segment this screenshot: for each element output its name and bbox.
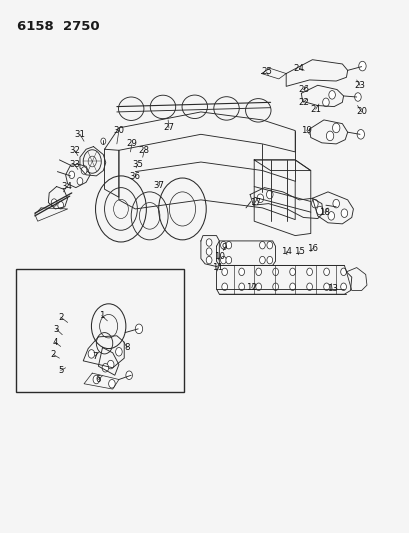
Circle shape	[311, 199, 317, 208]
Text: 22: 22	[297, 98, 308, 107]
Circle shape	[356, 130, 364, 139]
Circle shape	[206, 248, 211, 255]
Text: 12: 12	[246, 284, 256, 292]
Text: 5: 5	[58, 366, 63, 375]
Circle shape	[256, 194, 263, 203]
Circle shape	[115, 348, 122, 356]
Text: 34: 34	[61, 182, 72, 191]
Circle shape	[332, 123, 339, 133]
Circle shape	[220, 241, 226, 249]
Text: 3: 3	[54, 325, 59, 334]
Circle shape	[272, 283, 278, 290]
Circle shape	[88, 350, 94, 358]
Text: 2: 2	[58, 313, 63, 321]
Text: 4: 4	[52, 338, 58, 346]
Circle shape	[340, 209, 347, 217]
Text: 28: 28	[139, 146, 149, 155]
Circle shape	[322, 98, 328, 107]
Text: 32: 32	[69, 146, 80, 155]
Text: 16: 16	[306, 244, 317, 253]
Circle shape	[255, 283, 261, 290]
Circle shape	[266, 256, 272, 264]
Circle shape	[81, 167, 87, 174]
Text: 8: 8	[124, 343, 130, 352]
Circle shape	[126, 371, 132, 379]
Circle shape	[51, 199, 57, 206]
Circle shape	[225, 256, 231, 264]
Circle shape	[259, 256, 265, 264]
Text: 6158  2750: 6158 2750	[17, 20, 100, 33]
Text: 1: 1	[99, 311, 104, 320]
Text: 18: 18	[319, 208, 329, 216]
Circle shape	[323, 268, 329, 276]
Text: 7: 7	[92, 352, 98, 360]
Text: 37: 37	[153, 181, 164, 190]
Text: 11: 11	[211, 263, 222, 272]
Circle shape	[316, 206, 322, 215]
Circle shape	[266, 241, 272, 249]
Circle shape	[135, 324, 142, 334]
Circle shape	[101, 138, 106, 144]
Text: 14: 14	[280, 247, 291, 256]
Circle shape	[332, 199, 339, 208]
Text: 13: 13	[326, 285, 337, 293]
Circle shape	[238, 268, 244, 276]
Circle shape	[206, 256, 211, 264]
Circle shape	[266, 190, 272, 199]
Circle shape	[354, 93, 360, 101]
Circle shape	[306, 283, 312, 290]
Text: 10: 10	[213, 253, 224, 261]
Circle shape	[58, 201, 63, 209]
Circle shape	[221, 268, 227, 276]
Text: 19: 19	[301, 126, 311, 134]
Circle shape	[93, 375, 99, 384]
Circle shape	[255, 268, 261, 276]
Circle shape	[326, 131, 333, 141]
Text: 2: 2	[50, 350, 56, 359]
Circle shape	[306, 268, 312, 276]
Bar	[16, 269, 183, 392]
Text: 15: 15	[293, 247, 304, 256]
Circle shape	[221, 283, 227, 290]
Text: 30: 30	[113, 126, 124, 135]
Text: 31: 31	[74, 130, 85, 139]
Circle shape	[289, 268, 295, 276]
Circle shape	[272, 268, 278, 276]
Text: 27: 27	[163, 124, 174, 132]
Text: 20: 20	[355, 108, 366, 116]
Text: 25: 25	[261, 68, 271, 76]
Circle shape	[327, 212, 334, 220]
Circle shape	[220, 256, 226, 264]
Circle shape	[238, 283, 244, 290]
Circle shape	[225, 241, 231, 249]
Text: 17: 17	[249, 198, 260, 207]
Circle shape	[259, 241, 265, 249]
Text: 33: 33	[69, 160, 80, 168]
Circle shape	[340, 268, 346, 276]
Circle shape	[69, 171, 74, 179]
Circle shape	[77, 177, 83, 185]
Circle shape	[107, 360, 114, 369]
Text: 36: 36	[130, 173, 140, 181]
Text: 29: 29	[126, 140, 137, 148]
Circle shape	[102, 364, 108, 372]
Circle shape	[323, 283, 329, 290]
Circle shape	[289, 283, 295, 290]
Text: 24: 24	[293, 64, 304, 72]
Text: 21: 21	[310, 105, 320, 114]
Circle shape	[328, 91, 335, 99]
Circle shape	[358, 61, 365, 71]
Text: 6: 6	[95, 375, 101, 384]
Circle shape	[340, 283, 346, 290]
Circle shape	[206, 239, 211, 246]
Circle shape	[108, 379, 115, 388]
Text: 9: 9	[221, 244, 227, 252]
Text: 35: 35	[132, 160, 143, 168]
Text: 26: 26	[297, 85, 308, 94]
Text: 23: 23	[354, 81, 364, 90]
